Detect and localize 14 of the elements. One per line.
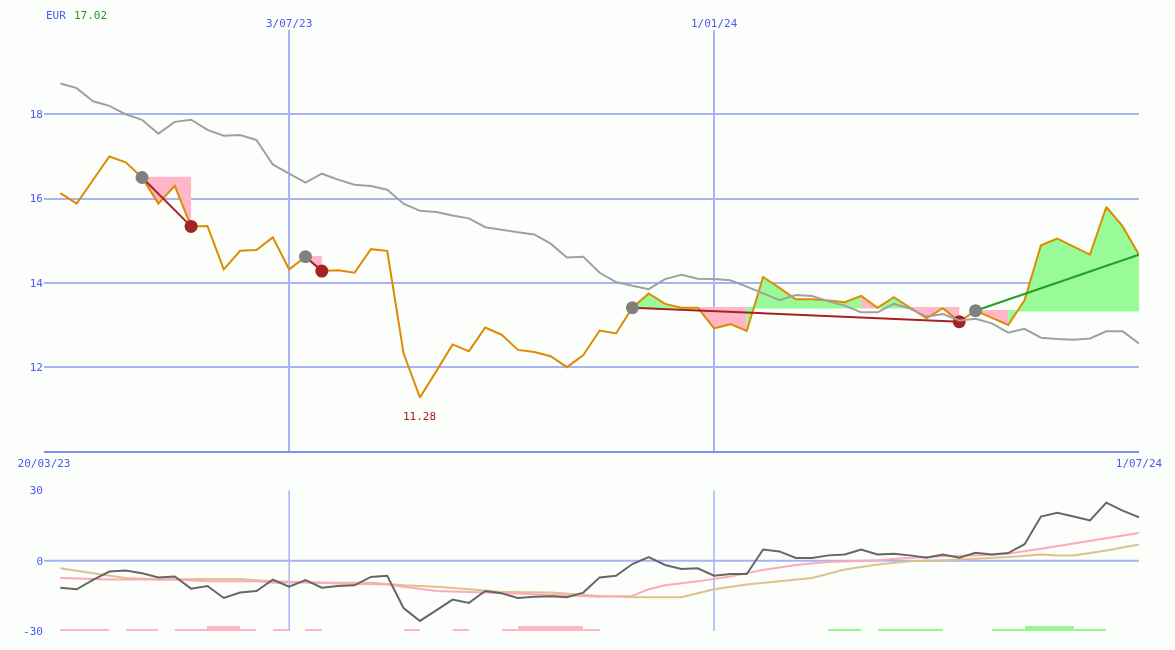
annotation: 11.28 <box>403 410 437 423</box>
y-tick-label: 30 <box>29 484 43 498</box>
x-tick-label: 1/07/24 <box>1115 456 1163 470</box>
x-tick-label: 20/03/23 <box>17 456 71 470</box>
y-tick-label: 14 <box>29 276 44 290</box>
y-tick-label: 0 <box>36 554 43 568</box>
y-tick-label: 12 <box>29 361 43 375</box>
text: 17.02 <box>74 9 108 22</box>
x2-tick-label: 3/07/23 <box>265 16 313 30</box>
y-tick-label: 18 <box>29 108 43 122</box>
y-tick-label: -30 <box>23 624 43 638</box>
x2-tick-label: 1/01/24 <box>690 16 738 30</box>
y-axis-title: EUR <box>46 9 67 22</box>
y-tick-label: 16 <box>29 192 43 206</box>
